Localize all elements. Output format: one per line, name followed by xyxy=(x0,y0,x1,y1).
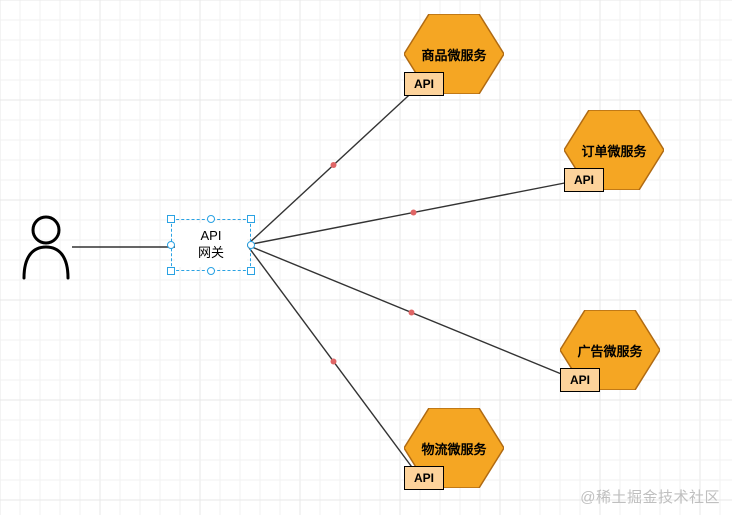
selection-handle[interactable] xyxy=(167,267,175,275)
selection-handle[interactable] xyxy=(207,267,215,275)
api-badge-ad: API xyxy=(560,368,600,392)
service-label: 商品微服务 xyxy=(404,45,504,64)
selection-handle[interactable] xyxy=(247,241,255,249)
service-label: 广告微服务 xyxy=(560,341,660,360)
api-badge-product: API xyxy=(404,72,444,96)
api-gateway-node[interactable]: API 网关 xyxy=(175,223,247,267)
edges-layer xyxy=(0,0,732,515)
api-badge-order: API xyxy=(564,168,604,192)
service-label: 订单微服务 xyxy=(564,141,664,160)
gateway-label-line2: 网关 xyxy=(198,245,224,262)
selection-handle[interactable] xyxy=(247,215,255,223)
selection-handle[interactable] xyxy=(167,215,175,223)
selection-handle[interactable] xyxy=(167,241,175,249)
selection-handle[interactable] xyxy=(247,267,255,275)
api-badge-logistics: API xyxy=(404,466,444,490)
selection-handle[interactable] xyxy=(207,215,215,223)
watermark-text: @稀土掘金技术社区 xyxy=(580,486,720,507)
service-label: 物流微服务 xyxy=(404,439,504,458)
user-icon xyxy=(20,215,72,280)
diagram-canvas: API 网关 商品微服务 API 订单微服务 API 广告微服务 API 物流微服务 API … xyxy=(0,0,732,515)
gateway-label-line1: API xyxy=(198,228,224,245)
